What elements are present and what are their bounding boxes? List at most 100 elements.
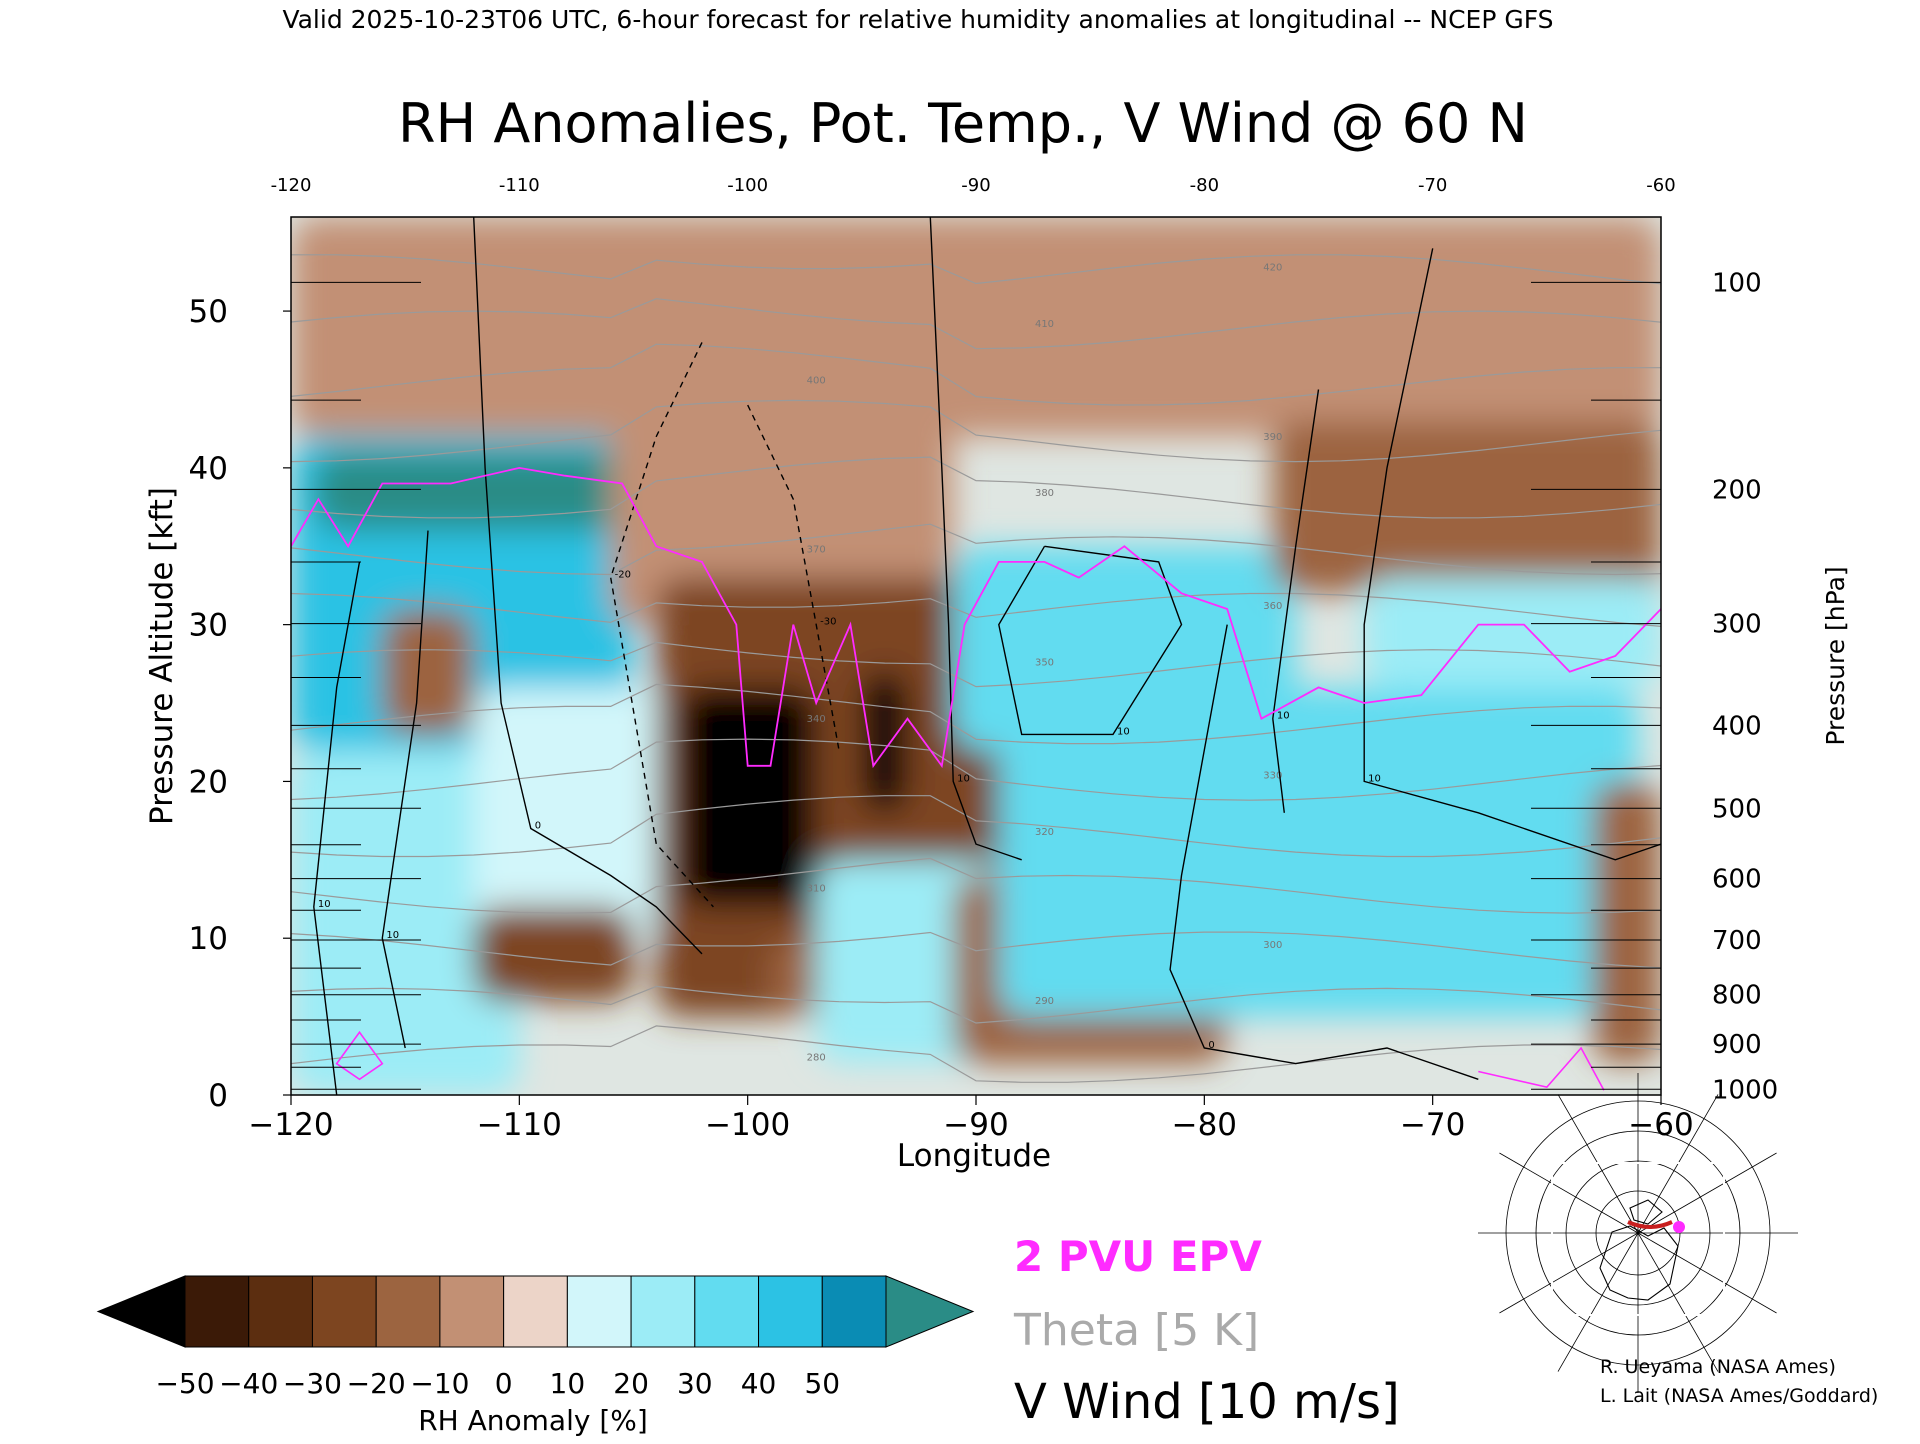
colorbar-tick-label: −50	[155, 1367, 214, 1400]
inset-meridian	[1499, 1232, 1639, 1314]
pressure-tick-label: 1000	[1712, 1075, 1778, 1105]
colorbar: −50 −40 −30 −20 −10 0 10 20 30 40 50	[96, 1275, 975, 1400]
plot-area: 2802903003103203303403503603703803904004…	[189, 175, 1779, 1143]
vwind-contour	[381, 530, 429, 1049]
colorbar-swatch	[375, 1275, 441, 1348]
vwind-contour	[1363, 248, 1661, 861]
vwind-contour	[747, 404, 840, 751]
x-axis-ticks: −120 -120 −110 -110 −100 -100 −90 -90 −80 -80 −70 -…	[248, 175, 1693, 1143]
y-tick-label: 20	[189, 764, 228, 800]
theta-label: 280	[807, 1053, 826, 1064]
x-tick-label-top: -90	[961, 175, 990, 196]
theta-label: 290	[1035, 996, 1054, 1007]
colorbar-tick-label: −10	[410, 1367, 469, 1400]
colorbar-swatch	[758, 1275, 823, 1348]
x-tick-label: −60	[1628, 1107, 1693, 1143]
inset-meridian	[1637, 1232, 1719, 1372]
theta-contour	[291, 1025, 1661, 1083]
anomaly-region-9	[679, 687, 817, 907]
colorbar-swatch	[566, 1275, 632, 1348]
x-tick-label-top: -70	[1418, 175, 1447, 196]
theta-label: 370	[807, 545, 826, 556]
colorbar-tick-label: −20	[347, 1367, 406, 1400]
colorbar-swatch	[630, 1275, 696, 1348]
theta-contour	[291, 683, 1661, 745]
x-tick-label: −110	[477, 1107, 562, 1143]
vwind-label: 10	[386, 930, 399, 941]
vwind-contour	[998, 545, 1183, 736]
theta-label: 300	[1263, 940, 1282, 951]
theta-contour	[291, 298, 1661, 350]
theta-contour	[291, 795, 1661, 858]
credit-2: L. Lait (NASA Ames/Goddard)	[1600, 1385, 1878, 1407]
anomaly-region-18	[1295, 812, 1479, 970]
anomaly-region-6	[473, 906, 634, 1001]
x-tick-label: −80	[1172, 1107, 1237, 1143]
colorbar-swatch	[248, 1275, 313, 1348]
anomaly-region-4	[382, 608, 474, 735]
pressure-tick-label: 100	[1712, 268, 1762, 298]
anomaly-region-16	[1272, 420, 1661, 594]
theta-contour	[291, 343, 1661, 406]
legend-entry: 2 PVU EPV	[1014, 1232, 1262, 1281]
inset-coastline	[1599, 1225, 1679, 1301]
theta-label: 420	[1263, 262, 1282, 273]
vwind-label: 10	[1368, 773, 1381, 784]
pressure-tick-label: 500	[1712, 794, 1762, 824]
colorbar-swatch	[821, 1275, 887, 1348]
epv-line-small	[335, 1030, 384, 1081]
legend-entry: V Wind [10 m/s]	[1014, 1374, 1400, 1430]
x-tick-label: −70	[1400, 1107, 1465, 1143]
anomaly-region-3	[291, 750, 520, 1095]
vwind-label: 10	[1117, 726, 1130, 737]
inset-meridian	[1499, 1152, 1639, 1234]
theta-label: 310	[807, 883, 826, 894]
theta-label: 340	[807, 714, 826, 725]
inset-meridian	[1637, 1232, 1777, 1314]
theta-contours: 280 290 300 310 320 330 340 350 360 370 380 390 400 4…	[291, 254, 1661, 1083]
colorbar-tick-label: 20	[613, 1367, 649, 1400]
pressure-tick-label: 200	[1712, 475, 1762, 505]
vwind-contour	[609, 342, 714, 908]
theta-contour	[291, 592, 1661, 627]
anomaly-region-2	[313, 452, 657, 531]
theta-label: 320	[1035, 827, 1054, 838]
pressure-tick-label: 600	[1712, 865, 1762, 895]
y-axis-label: Pressure Altitude [kft]	[144, 487, 180, 825]
theta-label: 380	[1035, 488, 1054, 499]
anomaly-region-19	[1592, 781, 1661, 1064]
anomaly-region-5	[473, 687, 680, 939]
credit-1: R. Ueyama (NASA Ames)	[1600, 1356, 1836, 1378]
theta-contour	[291, 254, 1661, 285]
x-axis-label: Longitude	[897, 1138, 1051, 1174]
epv-2pvu-line	[291, 466, 1661, 1091]
colorbar-tick-label: 40	[741, 1367, 777, 1400]
inset-locator-map	[1478, 1073, 1798, 1393]
vwind-label: 10	[318, 899, 331, 910]
theta-label: 390	[1263, 432, 1282, 443]
chart-title: RH Anomalies, Pot. Temp., V Wind @ 60 N	[398, 92, 1528, 155]
y-tick-label: 10	[189, 921, 228, 957]
colorbar-under-triangle	[96, 1275, 186, 1348]
inset-frame	[1551, 1162, 1725, 1316]
legend-entry: Theta [5 K]	[1013, 1305, 1259, 1356]
theta-contour	[291, 641, 1661, 688]
epv-line-small	[1478, 1046, 1605, 1091]
theta-contour	[291, 985, 1661, 1024]
vwind-contour	[313, 561, 361, 1095]
y-axis-label-right: Pressure [hPa]	[1821, 566, 1850, 745]
inset-coastline	[1629, 1199, 1663, 1225]
colorbar-swatch	[503, 1275, 568, 1348]
x-tick-label-top: -120	[271, 175, 312, 196]
theta-contour	[291, 456, 1661, 519]
x-tick-label-top: -80	[1190, 175, 1219, 196]
vwind-label: 0	[1208, 1040, 1214, 1051]
theta-label: 400	[807, 375, 826, 386]
theta-label: 360	[1263, 601, 1282, 612]
vwind-contour	[473, 217, 703, 955]
theta-label: 350	[1035, 658, 1054, 669]
pressure-tick-label: 800	[1712, 981, 1762, 1011]
y-tick-label: 0	[208, 1078, 228, 1114]
